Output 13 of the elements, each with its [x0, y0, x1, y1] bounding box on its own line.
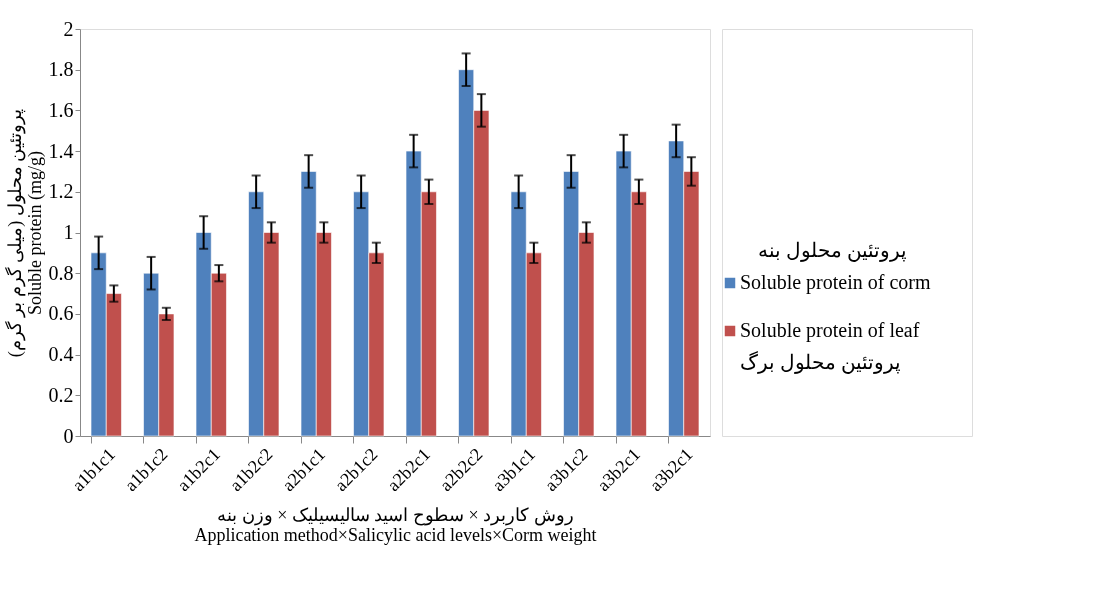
y-tick-label: 0.6 — [48, 302, 74, 325]
y-tick-label: 1.2 — [48, 180, 74, 203]
legend-label: Soluble protein of corm — [740, 271, 931, 294]
y-tick-label: 1.8 — [48, 58, 74, 81]
y-tick-label: 0.4 — [48, 343, 74, 366]
y-tick-label: 1.4 — [48, 139, 74, 162]
legend-title: پروتئین محلول بنه — [757, 239, 907, 262]
y-tick-label: 2 — [63, 17, 74, 40]
y-tick-label: 1 — [63, 221, 74, 243]
y-tick-label: 0.8 — [48, 261, 74, 284]
y-tick-label: 1.6 — [48, 98, 74, 121]
y-tick-label: 0.2 — [48, 383, 74, 406]
y-tick-label: 0 — [63, 424, 74, 447]
